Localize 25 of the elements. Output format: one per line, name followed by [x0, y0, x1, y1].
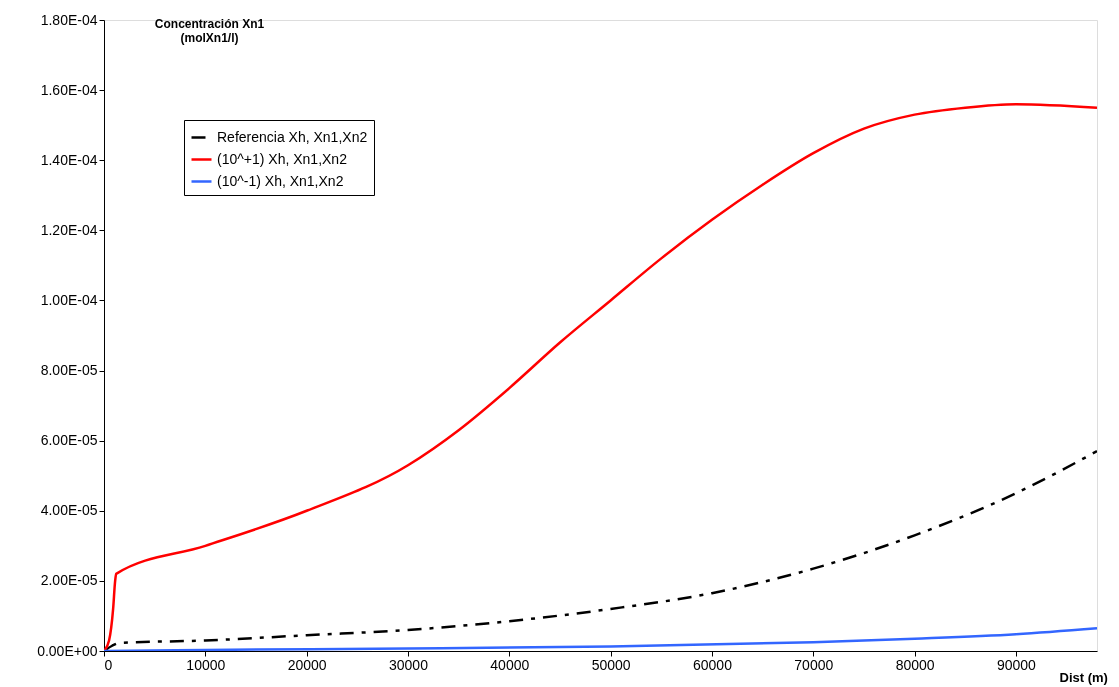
x-tick-label: 0: [104, 656, 113, 673]
y-tick-label: 1.60E-04: [40, 81, 98, 98]
y-tick-label: 1.20E-04: [40, 221, 98, 238]
y-tick-label: 6.00E-05: [40, 432, 98, 449]
x-tick-label: 20000: [287, 656, 327, 673]
x-tick-label: 80000: [895, 656, 935, 673]
x-tick-label: 50000: [591, 656, 631, 673]
y-tick-label: 8.00E-05: [40, 362, 98, 379]
x-tick-label: 40000: [490, 656, 530, 673]
y-tick-label: 2.00E-05: [40, 572, 98, 589]
y-tick-label: 4.00E-05: [40, 502, 98, 519]
x-tick-label: 70000: [794, 656, 834, 673]
x-axis-title: Dist (m): [1059, 669, 1108, 685]
x-tick-label: 10000: [186, 656, 226, 673]
x-tick-label: 30000: [389, 656, 429, 673]
legend-label: (10^-1) Xh, Xn1,Xn2: [217, 172, 344, 189]
y-tick-label: 1.00E-04: [40, 291, 98, 308]
x-tick-label: 60000: [692, 656, 733, 673]
legend-label: (10^+1) Xh, Xn1,Xn2: [217, 150, 348, 167]
y-tick-label: 1.80E-04: [40, 11, 98, 28]
x-tick-label: 90000: [996, 656, 1037, 673]
y-tick-label: 1.40E-04: [40, 151, 98, 168]
y-tick-label: 0.00E+00: [37, 642, 98, 659]
legend-label: Referencia Xh, Xn1,Xn2: [217, 128, 368, 145]
y-axis-title: Concentración Xn1 (molXn1/l): [154, 16, 265, 45]
